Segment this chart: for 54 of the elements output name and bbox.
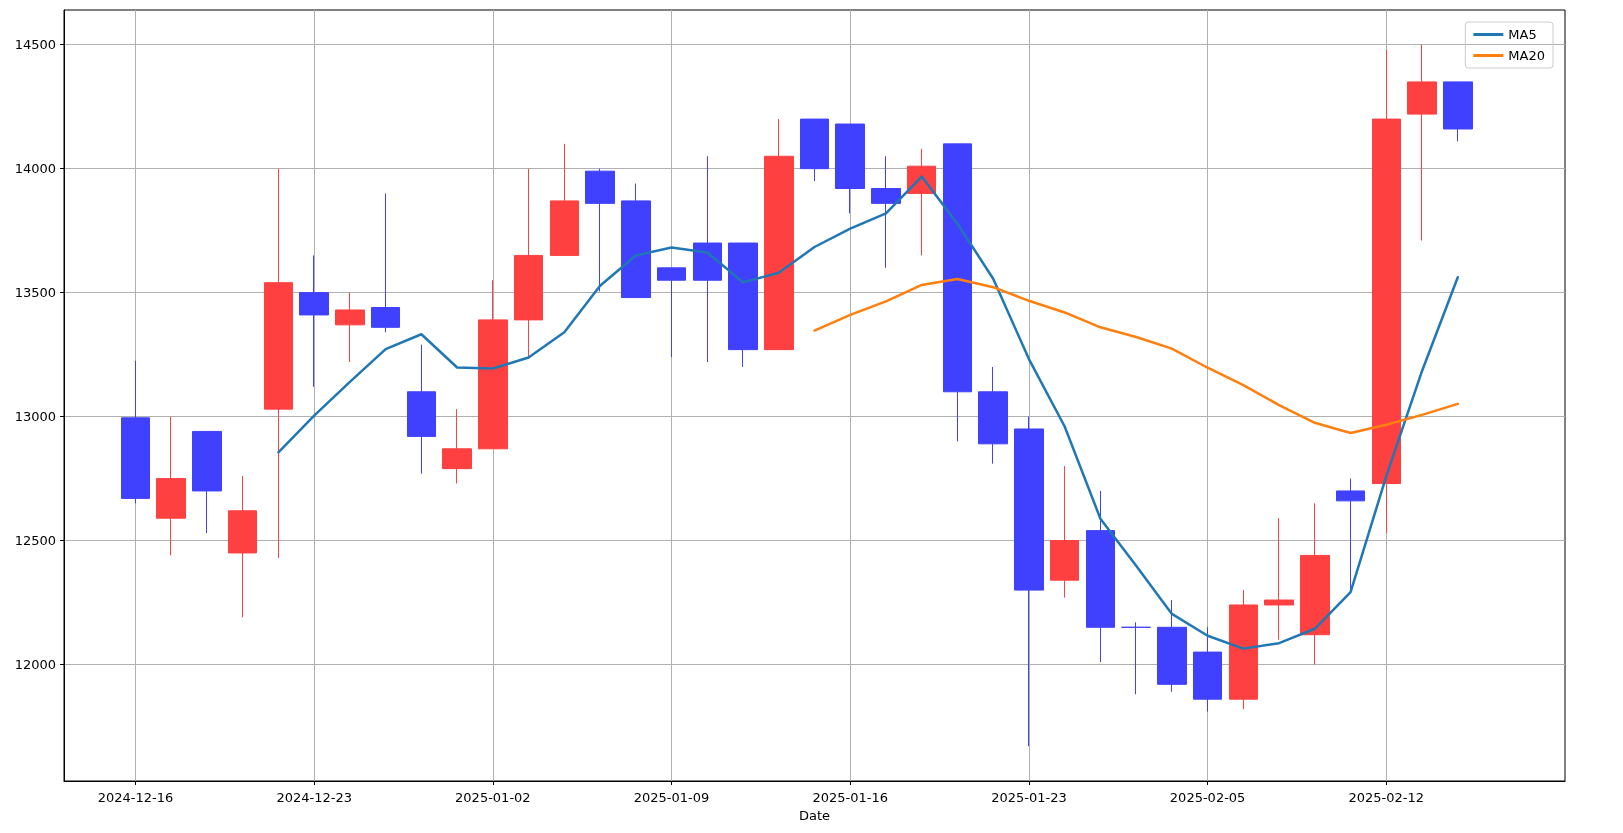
candlestick: [1336, 478, 1365, 591]
candlestick: [1229, 589, 1258, 710]
candlestick: [621, 183, 651, 299]
candlestick: [192, 430, 222, 534]
candlestick: [728, 242, 758, 368]
y-tick-label: 14000: [14, 161, 56, 177]
line-series: [277, 175, 1460, 650]
x-tick-label: 2025-01-09: [633, 790, 710, 805]
candlestick: [943, 143, 972, 442]
y-tick-label: 13000: [14, 409, 56, 425]
x-tick-label: 2025-02-05: [1169, 790, 1246, 805]
x-tick-label: 2025-01-23: [991, 790, 1067, 805]
x-axis-title: Date: [798, 808, 831, 823]
candlestick: [657, 267, 686, 358]
candlestick: [1157, 599, 1187, 693]
y-tick-label: 12500: [14, 533, 56, 549]
candlestick: [407, 344, 436, 475]
candlestick: [264, 168, 293, 559]
candlestick: [764, 118, 794, 351]
candlestick: [514, 168, 543, 358]
candlestick: [1264, 517, 1294, 641]
x-tick-label: 2025-01-16: [812, 790, 889, 805]
candlestick: [121, 360, 150, 504]
candlestick: [800, 118, 829, 182]
candlestick: [299, 254, 329, 388]
legend-label: MA5: [1508, 27, 1537, 42]
candlestick: [156, 416, 186, 556]
candlestick: [693, 155, 722, 363]
x-tick-label: 2025-02-12: [1348, 790, 1425, 805]
candlestick: [1121, 621, 1151, 695]
candlestick: [871, 155, 901, 269]
candlestick: [978, 366, 1008, 465]
candlestick: [1050, 465, 1079, 599]
candlestick: [1193, 626, 1222, 713]
y-tick-label: 13500: [14, 285, 56, 301]
line-series: [813, 277, 1460, 435]
candlestick: [1443, 81, 1473, 142]
candlestick: [550, 143, 579, 256]
candlestick: [585, 168, 615, 292]
candlestick: [371, 192, 400, 333]
x-tick-label: 2024-12-16: [97, 790, 174, 805]
x-tick-label: 2024-12-23: [276, 790, 352, 805]
x-tick-label: 2025-01-02: [455, 790, 531, 805]
candlestick: [442, 408, 472, 485]
y-tick-label: 12000: [14, 656, 56, 672]
y-tick-label: 14500: [14, 37, 56, 53]
candlestick: [1086, 490, 1115, 663]
candlestick: [478, 279, 508, 450]
candlestick: [835, 123, 865, 214]
candlestick: [228, 475, 257, 618]
legend-label: MA20: [1508, 48, 1545, 63]
candlestick: [1407, 44, 1437, 242]
candlestick: [1300, 502, 1330, 665]
candlestick: [335, 292, 365, 363]
